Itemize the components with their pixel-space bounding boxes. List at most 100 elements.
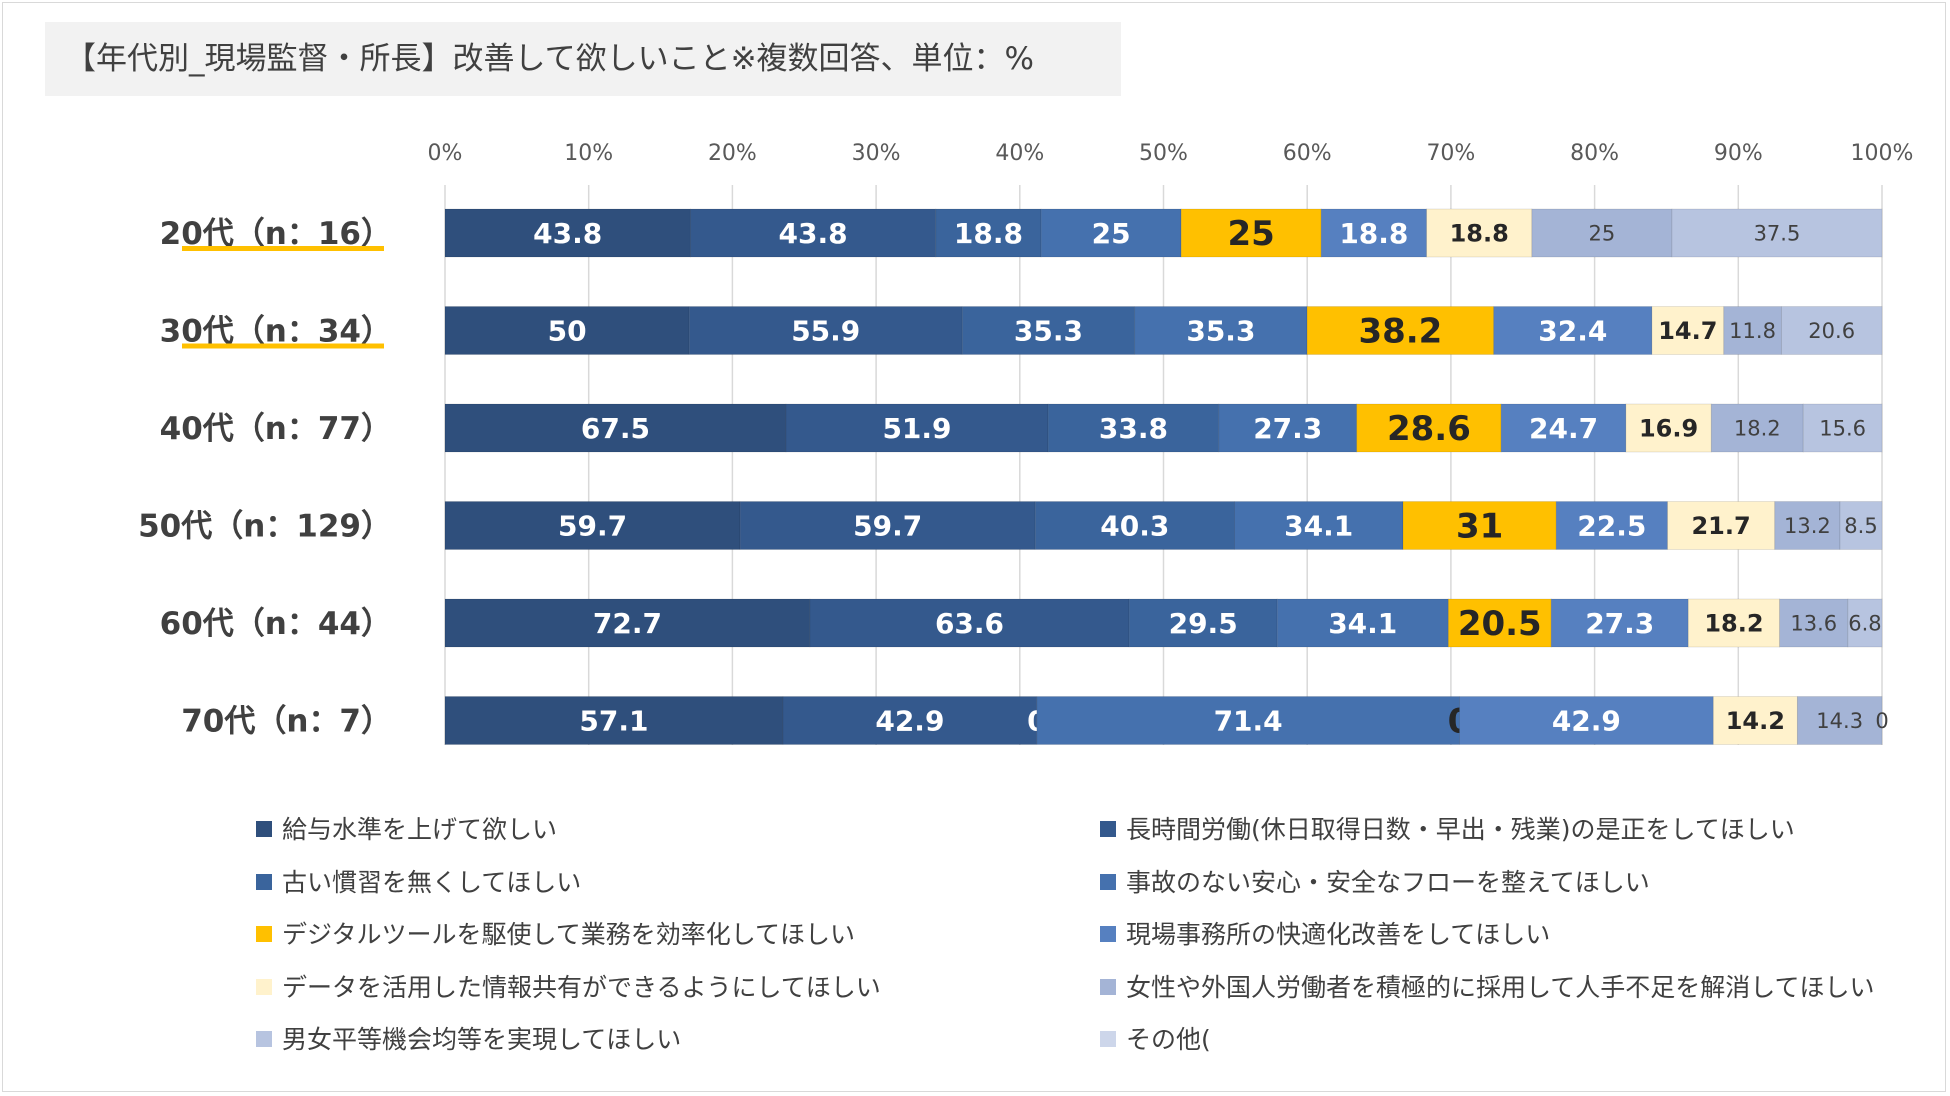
data-label: 14.7 (1658, 317, 1717, 345)
data-label: 34.1 (1284, 510, 1353, 543)
bar-segment (1687, 598, 1781, 648)
bar-segment (1550, 598, 1689, 648)
bar-segment (1712, 696, 1798, 745)
legend-swatch (1100, 978, 1116, 995)
legend-item: データを活用した情報共有ができるようにしてほしい (256, 970, 881, 1006)
category-label: 40代（n：77） (160, 411, 392, 447)
bar-segment (1426, 208, 1533, 258)
data-label: 18.2 (1704, 610, 1763, 638)
bar-segment (1780, 306, 1883, 355)
legend-item: 古い慣習を無くしてほしい (256, 865, 581, 901)
x-tick-label: 30% (852, 141, 901, 166)
legend-swatch (256, 821, 272, 837)
bar-segment (1847, 598, 1883, 648)
data-label: 63.6 (935, 607, 1004, 640)
legend-swatch (256, 873, 272, 890)
legend-item: 女性や外国人労働者を積極的に採用して人手不足を解消してほしい (1100, 970, 1875, 1006)
bar-segment (1276, 598, 1449, 648)
bar-segment (1493, 306, 1653, 355)
bar-segment (1402, 501, 1557, 550)
bar-segment (1625, 403, 1712, 453)
data-label: 28.6 (1387, 409, 1471, 449)
data-label: 72.7 (593, 607, 662, 640)
legend-label: データを活用した情報共有ができるようにしてほしい (282, 972, 881, 1002)
data-label: 57.1 (579, 705, 648, 738)
x-tick-label: 0% (428, 141, 463, 166)
legend-item: デジタルツールを駆使して業務を効率化してほしい (256, 917, 855, 953)
legend-label: 現場事務所の快適化改善をしてほしい (1126, 920, 1551, 949)
bar-segment (809, 598, 1130, 648)
data-label: 71.4 (1214, 705, 1283, 738)
data-label: 18.8 (1339, 217, 1408, 250)
bar-segment (444, 501, 741, 550)
x-tick-label: 80% (1570, 141, 1619, 166)
x-tick-label: 60% (1283, 141, 1332, 166)
bar-segment (1320, 208, 1427, 258)
bar-segment (1128, 598, 1278, 648)
bar-segment (1555, 501, 1668, 550)
legend-label: 男女平等機会均等を実現してほしい (282, 1025, 682, 1054)
bar-segment (444, 598, 811, 648)
data-label: 42.9 (1552, 705, 1621, 738)
legend-item: その他( (1100, 1022, 1211, 1058)
bar-segment (1134, 306, 1308, 355)
data-label: 20.6 (1808, 319, 1855, 343)
data-label: 27.3 (1585, 607, 1654, 640)
bar-segment (444, 306, 690, 355)
bar-segment (688, 306, 963, 355)
data-label: 14.2 (1726, 707, 1785, 735)
bar-segment (1447, 598, 1552, 648)
bar-segment (1723, 306, 1782, 355)
data-label: 27.3 (1253, 412, 1322, 445)
bar-segment (1774, 501, 1841, 550)
bar-segment (1306, 306, 1495, 355)
legend-swatch (256, 926, 272, 942)
data-label: 25 (1589, 222, 1616, 246)
category-label: 60代（n：44） (160, 606, 392, 642)
data-label: 11.8 (1729, 319, 1776, 343)
bar-segment (1500, 403, 1627, 453)
x-tick-label: 10% (564, 141, 613, 166)
data-label: 16.9 (1639, 415, 1698, 443)
category-label: 70代（n：7） (181, 704, 392, 740)
data-label: 32.4 (1538, 315, 1607, 348)
data-label: 51.9 (882, 412, 951, 445)
data-label: 14.3 (1816, 709, 1863, 733)
legend-label: デジタルツールを駆使して業務を効率化してほしい (282, 920, 856, 949)
data-label: 31 (1456, 507, 1503, 547)
legend-label: 給与水準を上げて欲しい (282, 815, 558, 844)
bar-segment (1234, 501, 1404, 550)
bar-segment (444, 208, 691, 258)
bar-segment (961, 306, 1136, 355)
data-label: 18.2 (1734, 417, 1781, 441)
bar-segment (1651, 306, 1725, 355)
bar-segment (1531, 208, 1673, 258)
data-label: 67.5 (581, 412, 650, 445)
data-label: 6.8 (1848, 612, 1881, 636)
bar-segment (1839, 501, 1883, 550)
data-label: 34.1 (1328, 607, 1397, 640)
data-label: 24.7 (1529, 412, 1598, 445)
legend-item: 事故のない安心・安全なフローを整えてほしい (1100, 865, 1650, 901)
category-label: 50代（n：129） (138, 509, 392, 545)
bar-segment (739, 501, 1036, 550)
legend-label: 女性や外国人労働者を積極的に採用して人手不足を解消してほしい (1126, 972, 1875, 1002)
data-label: 43.8 (779, 217, 848, 250)
legend-item: 男女平等機会均等を実現してほしい (256, 1022, 681, 1058)
data-label: 43.8 (533, 217, 602, 250)
data-label: 59.7 (558, 510, 627, 543)
x-tick-label: 20% (708, 141, 757, 166)
data-label: 8.5 (1844, 514, 1877, 538)
x-tick-label: 40% (995, 141, 1044, 166)
data-label: 50 (548, 315, 587, 348)
bar-segment (444, 696, 784, 745)
data-label: 40.3 (1100, 510, 1169, 543)
legend-item: 現場事務所の快適化改善をしてほしい (1100, 917, 1550, 953)
data-label: 33.8 (1099, 412, 1168, 445)
data-label: 22.5 (1577, 510, 1646, 543)
data-label: 13.2 (1784, 514, 1831, 538)
bar-segment (444, 403, 787, 453)
x-tick-label: 100% (1851, 141, 1914, 166)
legend-item: 給与水準を上げて欲しい (256, 812, 557, 848)
title-box (45, 22, 1121, 96)
